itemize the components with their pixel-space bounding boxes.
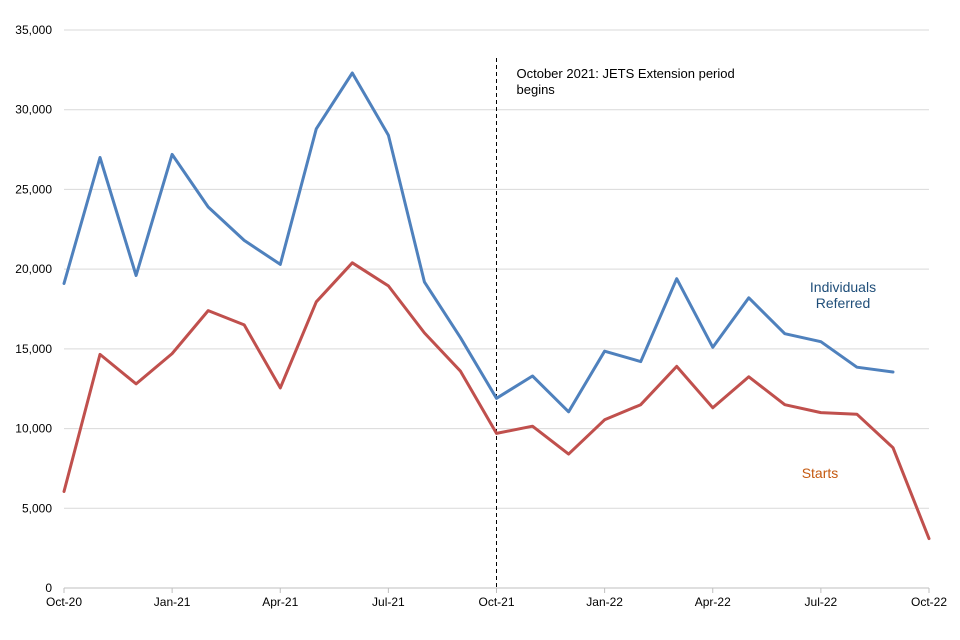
x-tick-label: Jul-22	[805, 595, 838, 609]
x-tick-label: Jul-21	[372, 595, 405, 609]
annotations: October 2021: JETS Extension periodbegin…	[496, 58, 735, 588]
y-tick-label: 20,000	[15, 262, 52, 276]
series-line-individuals-referred	[62, 71, 895, 414]
x-axis: Oct-20 Jan-21 Apr-21 Jul-21 Oct-21 Jan-22 Apr-…	[46, 587, 947, 609]
y-tick-label: 35,000	[15, 23, 52, 37]
y-tick-label: 0	[45, 581, 52, 595]
series-line-starts	[62, 261, 931, 541]
series-lines	[62, 71, 931, 541]
y-axis-ticks: 0 5,000 10,000 15,000 20,000 25,000 30,000 35,0…	[15, 23, 52, 595]
y-tick-label: 25,000	[15, 182, 52, 196]
annotation-text: October 2021: JETS Extension period	[517, 66, 735, 81]
y-tick-label: 10,000	[15, 422, 52, 436]
x-tick-label: Apr-22	[695, 595, 731, 609]
y-tick-label: 15,000	[15, 342, 52, 356]
x-tick-label: Jan-21	[154, 595, 191, 609]
x-tick-label: Oct-21	[478, 595, 514, 609]
y-tick-label: 5,000	[22, 501, 52, 515]
x-tick-label: Apr-21	[262, 595, 298, 609]
series-label: Referred	[816, 295, 870, 311]
series-label: Starts	[802, 465, 839, 481]
x-tick-label: Oct-20	[46, 595, 82, 609]
x-tick-label: Oct-22	[911, 595, 947, 609]
annotation-text: begins	[517, 82, 556, 97]
y-tick-label: 30,000	[15, 103, 52, 117]
series-label: Individuals	[810, 279, 876, 295]
x-tick-label: Jan-22	[586, 595, 623, 609]
